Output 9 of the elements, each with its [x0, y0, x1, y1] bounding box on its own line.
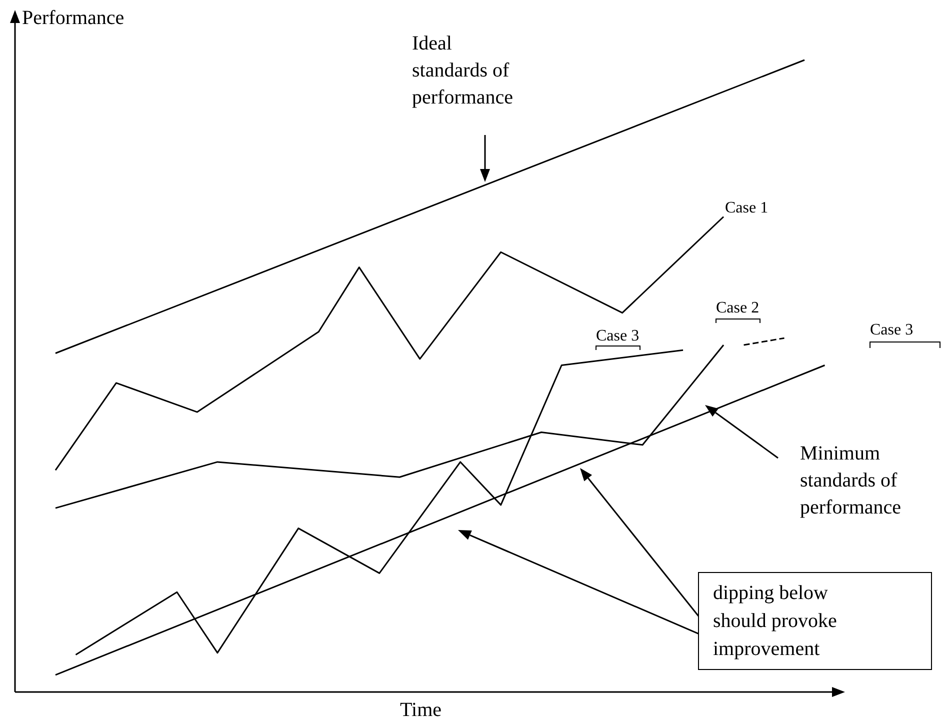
series-label: Case 2 — [716, 300, 760, 316]
annotation: Minimum standards of performance — [800, 442, 902, 518]
x-axis-title: Time — [400, 699, 442, 721]
annotation: Ideal standards of performance — [412, 32, 514, 108]
series-label: Case 1 — [725, 200, 768, 216]
text: Case 3 — [870, 322, 914, 338]
text-box: dipping below should provoke improvement — [698, 572, 932, 670]
y-axis-title: Performance — [22, 7, 124, 29]
series-label: Case 3 — [596, 328, 640, 344]
